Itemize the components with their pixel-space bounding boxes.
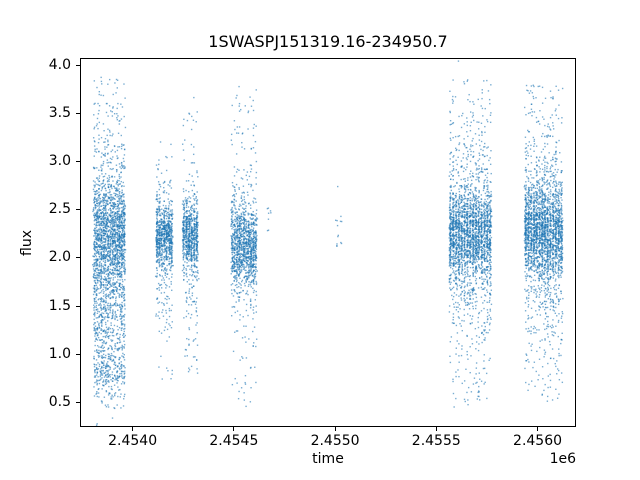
x-tick-label: 2.4540	[108, 433, 158, 449]
y-tick-label: 2.0	[48, 249, 71, 266]
y-tick-mark	[76, 160, 80, 162]
x-tick-mark	[435, 427, 437, 431]
chart-title: 1SWASPJ151319.16-234950.7	[208, 32, 448, 51]
y-tick-label: 4.0	[48, 56, 71, 73]
y-tick-mark	[76, 305, 80, 307]
x-tick-label: 2.4555	[411, 433, 461, 449]
y-tick-mark	[76, 64, 80, 66]
y-tick-label: 2.5	[48, 201, 71, 218]
y-tick-mark	[76, 353, 80, 355]
y-tick-label: 1.5	[48, 297, 71, 314]
x-axis-offset-text: 1e6	[549, 451, 576, 467]
y-tick-mark	[76, 209, 80, 211]
y-tick-label: 3.0	[48, 152, 71, 169]
y-tick-mark	[76, 257, 80, 259]
plot-area	[80, 58, 576, 427]
y-tick-mark	[76, 401, 80, 403]
x-tick-label: 2.4545	[209, 433, 259, 449]
x-tick-label: 2.4560	[513, 433, 563, 449]
y-tick-label: 0.5	[48, 393, 71, 410]
x-tick-label: 2.4550	[310, 433, 360, 449]
x-tick-mark	[537, 427, 539, 431]
x-tick-mark	[233, 427, 235, 431]
y-tick-label: 1.0	[48, 345, 71, 362]
x-axis-label: time	[312, 451, 344, 467]
y-tick-mark	[76, 112, 80, 114]
x-tick-mark	[132, 427, 134, 431]
x-tick-mark	[334, 427, 336, 431]
y-tick-label: 3.5	[48, 104, 71, 121]
